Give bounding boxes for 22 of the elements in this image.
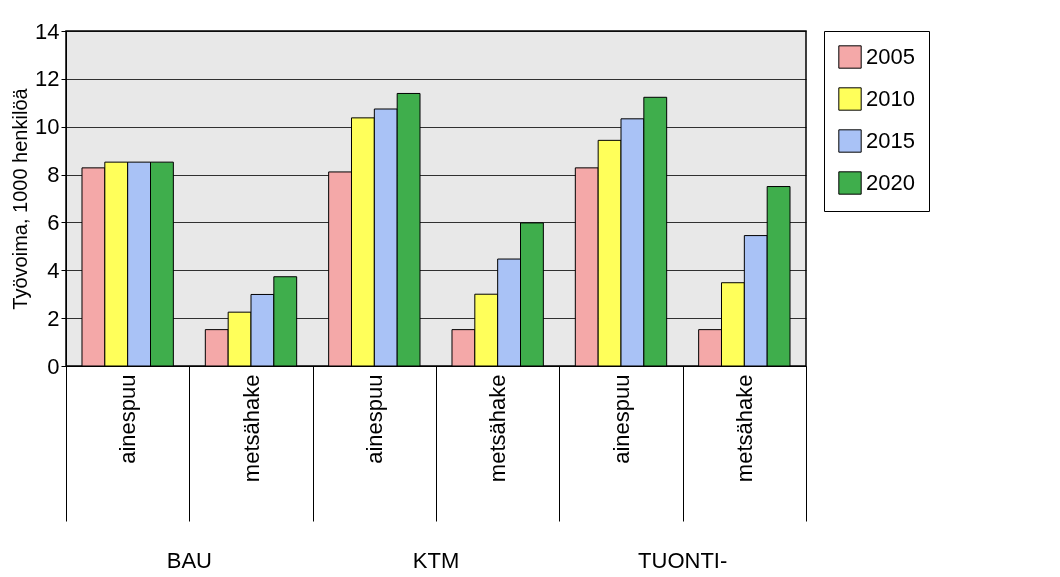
text: BAU: [166, 548, 212, 573]
legend-label: 2015: [866, 128, 915, 153]
y-tick-label: 14: [35, 18, 60, 44]
x-tick-label: metsähake: [731, 374, 757, 483]
y-tick-label: 4: [47, 257, 60, 283]
y-tick-label: 0: [47, 353, 60, 379]
text: TUONTI-: [638, 548, 728, 573]
legend-label: 2005: [866, 44, 915, 69]
x-tick-label: ainespuu: [115, 374, 141, 464]
y-tick-label: 6: [47, 209, 60, 235]
y-tick-label: 2: [47, 305, 60, 331]
y-tick-label: 8: [47, 162, 60, 188]
legend-label: 2020: [866, 170, 915, 195]
y-axis-title: Työvoima, 1000 henkilöä: [9, 87, 32, 310]
y-tick-label: 12: [35, 66, 60, 92]
legend-label: 2010: [866, 86, 915, 111]
x-tick-label: ainespuu: [361, 374, 387, 464]
x-tick-label: ainespuu: [608, 374, 634, 464]
x-tick-label: metsähake: [485, 374, 511, 483]
y-tick-label: 10: [35, 114, 60, 140]
x-tick-label: metsähake: [238, 374, 264, 483]
text: KTM: [412, 548, 460, 573]
